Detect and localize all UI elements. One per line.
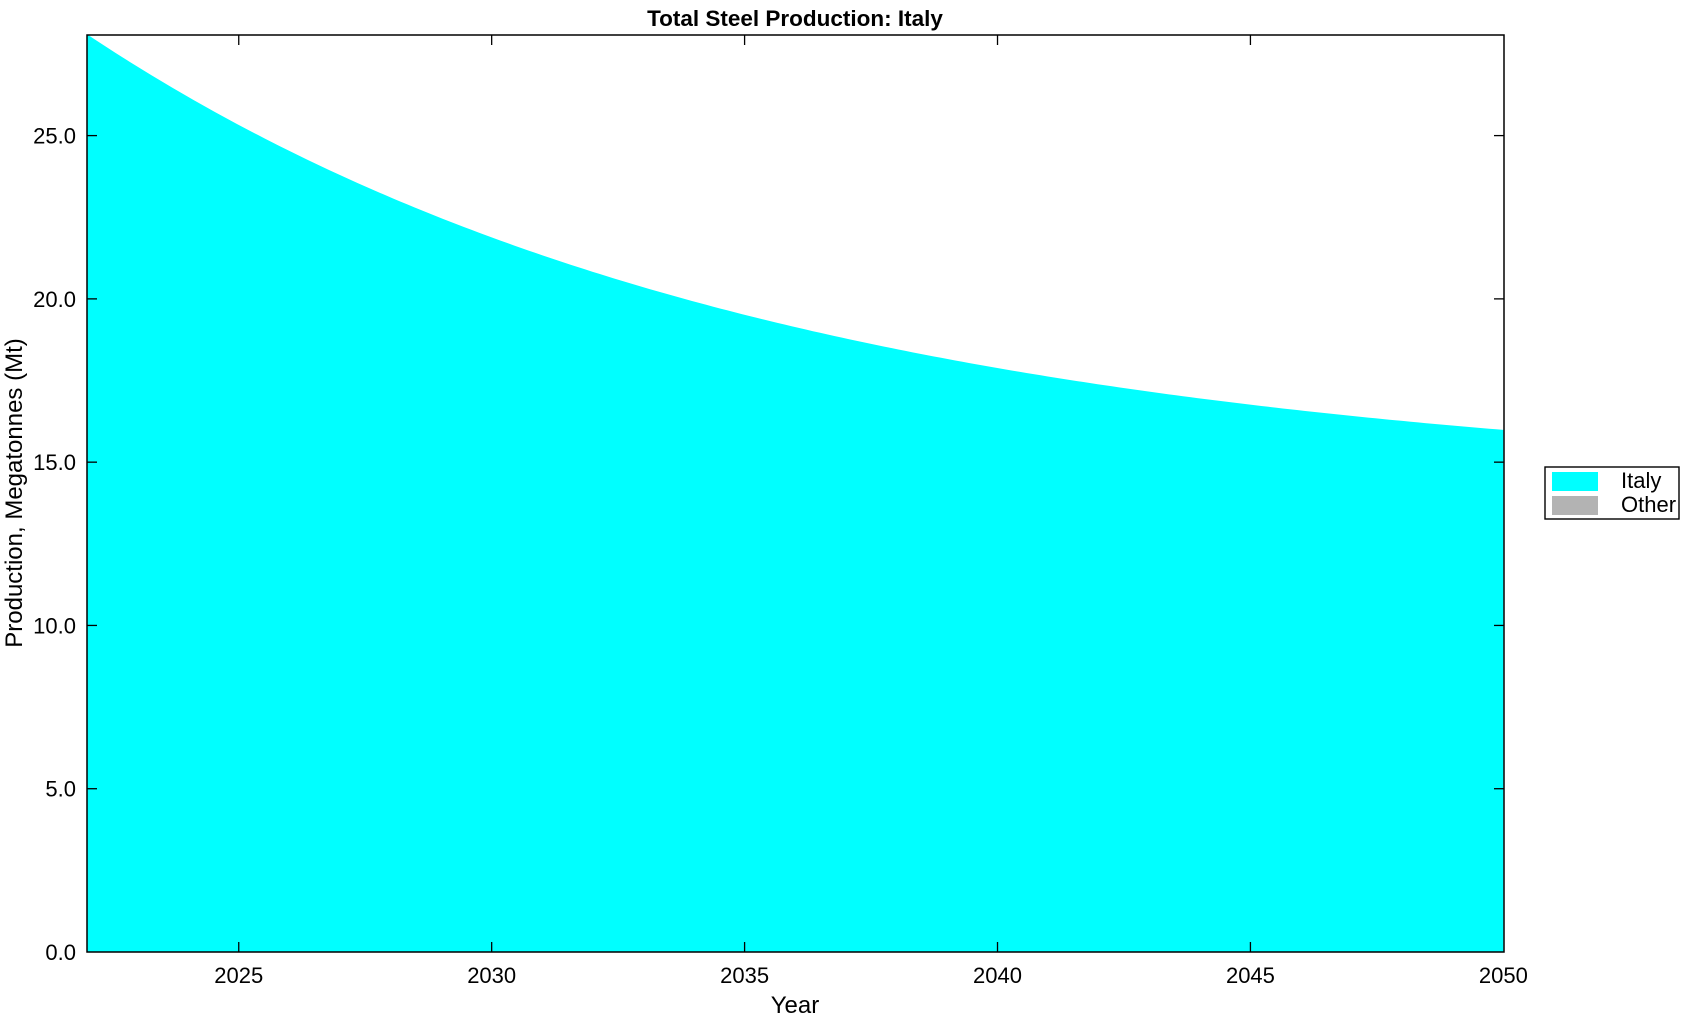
svg-text:Production, Megatonnes (Mt): Production, Megatonnes (Mt) — [1, 338, 28, 647]
svg-text:Italy: Italy — [1621, 468, 1661, 493]
svg-text:2025: 2025 — [214, 963, 263, 988]
svg-text:2050: 2050 — [1479, 963, 1528, 988]
svg-text:Year: Year — [771, 992, 820, 1019]
svg-text:Other: Other — [1621, 492, 1676, 517]
svg-text:2030: 2030 — [467, 963, 516, 988]
svg-text:0.0: 0.0 — [45, 940, 76, 965]
svg-text:25.0: 25.0 — [33, 124, 76, 149]
svg-text:2040: 2040 — [973, 963, 1022, 988]
svg-text:10.0: 10.0 — [33, 613, 76, 638]
svg-text:20.0: 20.0 — [33, 287, 76, 312]
svg-text:2035: 2035 — [720, 963, 769, 988]
svg-text:5.0: 5.0 — [45, 777, 76, 802]
svg-text:Total Steel Production: Italy: Total Steel Production: Italy — [647, 6, 943, 31]
svg-text:2045: 2045 — [1226, 963, 1275, 988]
svg-text:15.0: 15.0 — [33, 450, 76, 475]
